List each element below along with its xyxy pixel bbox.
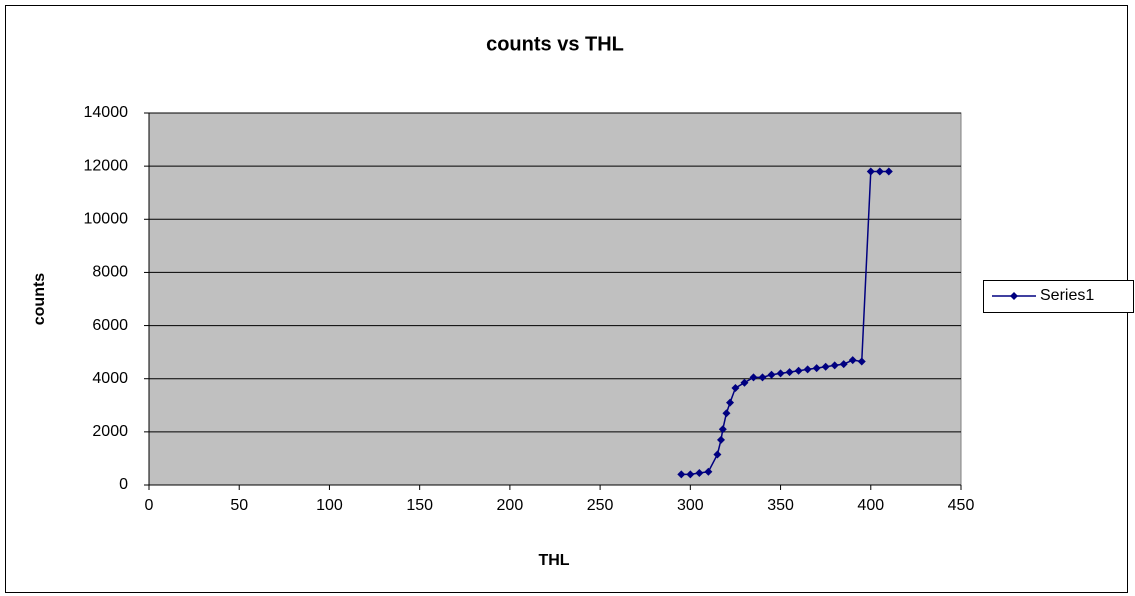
y-tick-label: 6000 xyxy=(92,317,128,334)
marker xyxy=(677,470,686,479)
y-tick-label: 8000 xyxy=(92,264,128,281)
chart-title: counts vs THL xyxy=(486,33,624,55)
marker xyxy=(695,469,704,478)
marker xyxy=(821,362,830,371)
marker xyxy=(740,378,749,387)
y-axis-title: counts xyxy=(31,273,48,326)
marker xyxy=(857,357,866,366)
x-tick-label: 200 xyxy=(497,497,524,514)
marker xyxy=(848,356,857,365)
marker xyxy=(866,167,875,176)
legend-marker xyxy=(1010,292,1018,300)
x-tick-label: 250 xyxy=(587,497,614,514)
marker xyxy=(830,361,839,370)
y-tick-label: 2000 xyxy=(92,423,128,440)
x-tick-label: 50 xyxy=(230,497,248,514)
marker xyxy=(812,364,821,373)
marker xyxy=(718,425,727,434)
x-tick-label: 150 xyxy=(406,497,433,514)
x-tick-label: 450 xyxy=(948,497,975,514)
marker xyxy=(785,368,794,377)
y-tick-label: 14000 xyxy=(84,104,129,121)
marker xyxy=(726,398,735,407)
y-tick-label: 10000 xyxy=(84,211,129,228)
x-tick-label: 100 xyxy=(316,497,343,514)
plot-area xyxy=(148,112,962,486)
x-tick-label: 0 xyxy=(145,497,154,514)
marker xyxy=(776,369,785,378)
marker xyxy=(803,365,812,374)
marker xyxy=(686,470,695,479)
y-tick-label: 0 xyxy=(119,476,128,493)
marker xyxy=(758,373,767,382)
marker xyxy=(749,373,758,382)
y-tick-label: 12000 xyxy=(84,157,129,174)
legend-label: Series1 xyxy=(1040,287,1094,304)
x-tick-label: 300 xyxy=(677,497,704,514)
x-tick-label: 400 xyxy=(857,497,884,514)
x-axis-title: THL xyxy=(538,552,569,569)
marker xyxy=(713,450,722,459)
marker xyxy=(731,384,740,393)
marker xyxy=(704,467,713,476)
marker xyxy=(839,360,848,369)
y-tick-label: 4000 xyxy=(92,370,128,387)
marker xyxy=(794,366,803,375)
marker xyxy=(875,167,884,176)
marker xyxy=(767,370,776,379)
marker xyxy=(717,435,726,444)
marker xyxy=(722,409,731,418)
x-tick-label: 350 xyxy=(767,497,794,514)
marker xyxy=(884,167,893,176)
